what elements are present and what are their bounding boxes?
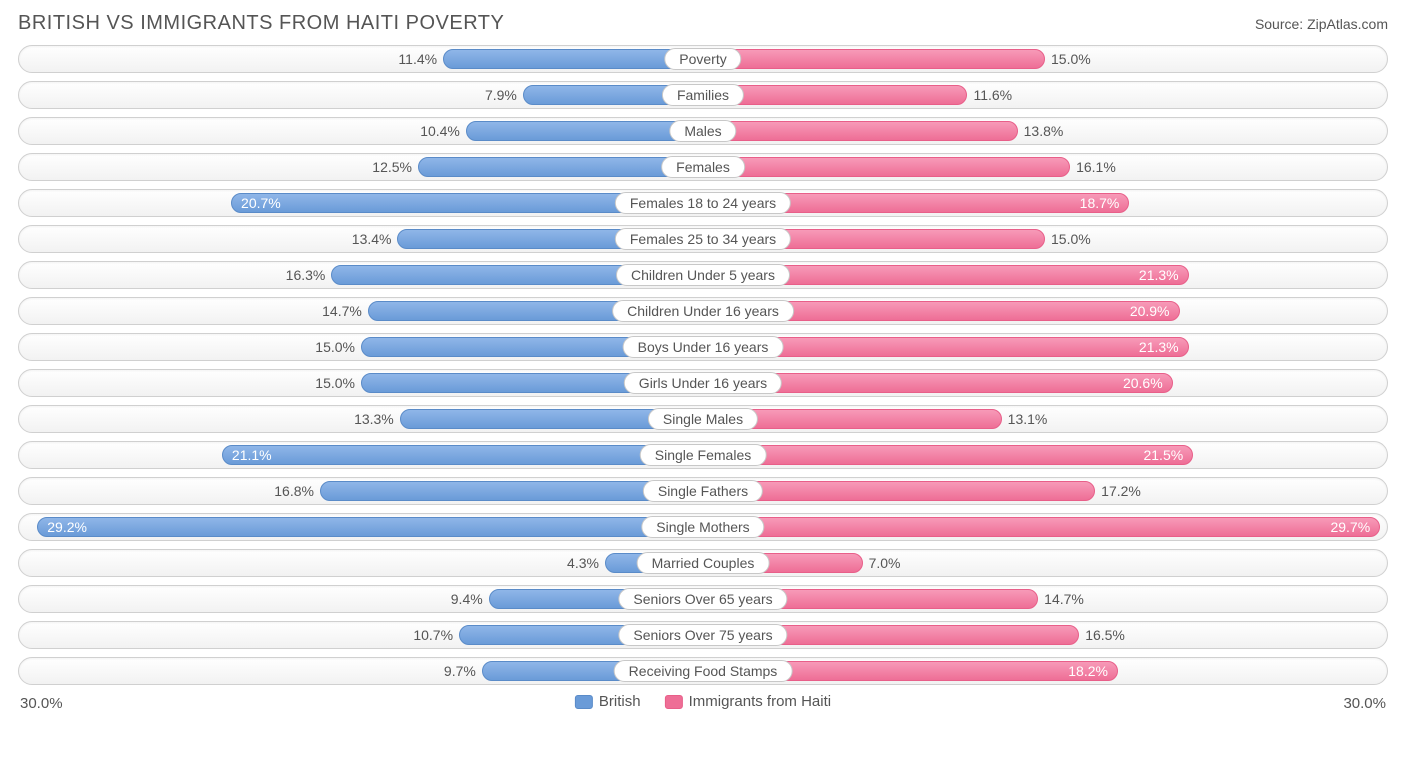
axis-max-right: 30.0% bbox=[1343, 695, 1386, 712]
chart-row: 20.7%18.7%Females 18 to 24 years bbox=[18, 189, 1388, 217]
chart-title: BRITISH VS IMMIGRANTS FROM HAITI POVERTY bbox=[18, 12, 504, 35]
chart-row: 15.0%20.6%Girls Under 16 years bbox=[18, 369, 1388, 397]
category-label: Boys Under 16 years bbox=[623, 336, 784, 358]
value-right: 7.0% bbox=[863, 550, 901, 576]
bar-right bbox=[703, 49, 1045, 69]
category-label: Single Mothers bbox=[641, 516, 764, 538]
value-right: 17.2% bbox=[1095, 478, 1141, 504]
category-label: Single Fathers bbox=[643, 480, 763, 502]
category-label: Receiving Food Stamps bbox=[614, 660, 793, 682]
chart-row: 14.7%20.9%Children Under 16 years bbox=[18, 297, 1388, 325]
legend-label-left: British bbox=[599, 693, 641, 710]
category-label: Seniors Over 75 years bbox=[618, 624, 787, 646]
chart-row: 13.3% 13.1% Single Males bbox=[18, 405, 1388, 433]
category-label: Females bbox=[661, 156, 745, 178]
value-left: 13.3% bbox=[354, 406, 400, 432]
legend-label-right: Immigrants from Haiti bbox=[689, 693, 832, 710]
legend-swatch-left bbox=[575, 695, 593, 709]
chart-rows: 11.4%15.0%Poverty7.9%11.6%Families10.4%1… bbox=[18, 45, 1388, 685]
value-right: 29.7% bbox=[703, 514, 1380, 540]
chart-row: 11.4% 15.0% Poverty bbox=[18, 45, 1388, 73]
value-left: 10.4% bbox=[420, 118, 466, 144]
category-label: Children Under 16 years bbox=[612, 300, 794, 322]
bar-right bbox=[703, 121, 1018, 141]
value-left: 15.0% bbox=[315, 370, 361, 396]
chart-row: 4.3% 7.0% Married Couples bbox=[18, 549, 1388, 577]
bar-right bbox=[703, 157, 1070, 177]
chart-row: 21.1%21.5%Single Females bbox=[18, 441, 1388, 469]
chart-row: 10.4% 13.8% Males bbox=[18, 117, 1388, 145]
source-name: ZipAtlas.com bbox=[1307, 16, 1388, 32]
chart-row: 9.7%18.2%Receiving Food Stamps bbox=[18, 657, 1388, 685]
category-label: Single Males bbox=[648, 408, 758, 430]
value-left: 12.5% bbox=[372, 154, 418, 180]
chart-row: 15.0%21.3%Boys Under 16 years bbox=[18, 333, 1388, 361]
value-left: 15.0% bbox=[315, 334, 361, 360]
chart-row: 12.5% 16.1% Females bbox=[18, 153, 1388, 181]
category-label: Seniors Over 65 years bbox=[618, 588, 787, 610]
value-right: 11.6% bbox=[967, 82, 1012, 108]
legend-item-right: Immigrants from Haiti bbox=[665, 693, 832, 710]
legend-item-left: British bbox=[575, 693, 641, 710]
source-prefix: Source: bbox=[1255, 16, 1307, 32]
value-left: 16.3% bbox=[286, 262, 332, 288]
value-left: 9.4% bbox=[451, 586, 489, 612]
legend-swatch-right bbox=[665, 695, 683, 709]
value-left: 21.1% bbox=[222, 442, 703, 468]
category-label: Married Couples bbox=[637, 552, 770, 574]
value-right: 16.1% bbox=[1070, 154, 1116, 180]
chart-row: 9.4% 14.7% Seniors Over 65 years bbox=[18, 585, 1388, 613]
value-left: 29.2% bbox=[37, 514, 703, 540]
category-label: Girls Under 16 years bbox=[624, 372, 782, 394]
category-label: Females 18 to 24 years bbox=[615, 192, 791, 214]
chart-footer: 30.0% 30.0% British Immigrants from Hait… bbox=[18, 693, 1388, 717]
chart-row: 13.4% 15.0% Females 25 to 34 years bbox=[18, 225, 1388, 253]
chart-row: 16.3%21.3%Children Under 5 years bbox=[18, 261, 1388, 289]
value-right: 16.5% bbox=[1079, 622, 1125, 648]
value-right: 14.7% bbox=[1038, 586, 1084, 612]
source-attribution: Source: ZipAtlas.com bbox=[1255, 16, 1388, 32]
value-left: 14.7% bbox=[322, 298, 368, 324]
category-label: Males bbox=[669, 120, 736, 142]
category-label: Families bbox=[662, 84, 744, 106]
category-label: Poverty bbox=[664, 48, 741, 70]
legend: British Immigrants from Haiti bbox=[575, 693, 831, 710]
chart-row: 10.7% 16.5% Seniors Over 75 years bbox=[18, 621, 1388, 649]
value-right: 15.0% bbox=[1045, 226, 1091, 252]
value-left: 16.8% bbox=[274, 478, 320, 504]
value-right: 21.5% bbox=[703, 442, 1193, 468]
value-left: 13.4% bbox=[352, 226, 398, 252]
value-left: 4.3% bbox=[567, 550, 605, 576]
axis-max-left: 30.0% bbox=[20, 695, 63, 712]
chart-row: 29.2%29.7%Single Mothers bbox=[18, 513, 1388, 541]
chart-row: 16.8% 17.2% Single Fathers bbox=[18, 477, 1388, 505]
value-left: 10.7% bbox=[413, 622, 459, 648]
value-left: 7.9% bbox=[485, 82, 523, 108]
value-left: 11.4% bbox=[398, 46, 443, 72]
category-label: Children Under 5 years bbox=[616, 264, 790, 286]
chart-row: 7.9% 11.6% Families bbox=[18, 81, 1388, 109]
header: BRITISH VS IMMIGRANTS FROM HAITI POVERTY… bbox=[18, 12, 1388, 35]
value-right: 13.8% bbox=[1018, 118, 1064, 144]
value-left: 9.7% bbox=[444, 658, 482, 684]
category-label: Single Females bbox=[640, 444, 767, 466]
bar-left bbox=[466, 121, 703, 141]
value-right: 13.1% bbox=[1002, 406, 1048, 432]
category-label: Females 25 to 34 years bbox=[615, 228, 791, 250]
value-right: 15.0% bbox=[1045, 46, 1091, 72]
